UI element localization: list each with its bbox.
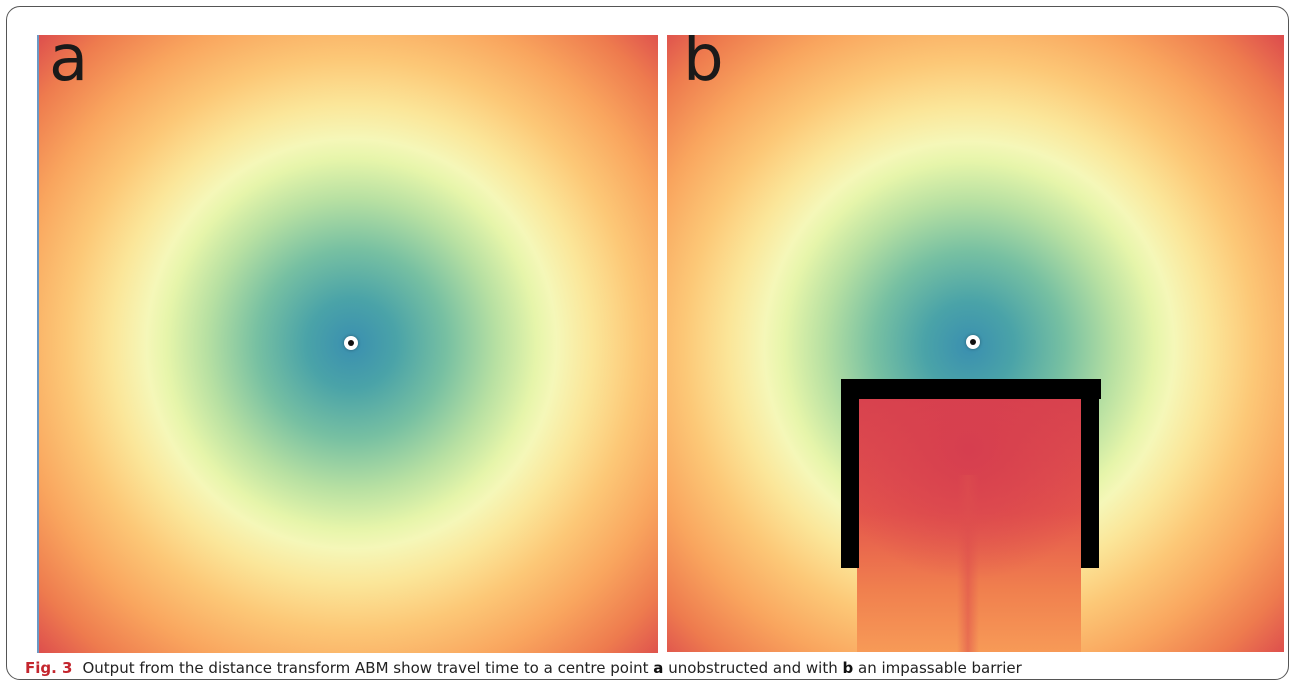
- figure-label: Fig. 3: [25, 659, 73, 677]
- panel-b-label: b: [683, 35, 724, 96]
- panel-b-distance-map: b: [667, 35, 1284, 652]
- caption-text-3: an impassable barrier: [853, 659, 1022, 677]
- caption-text-1: Output from the distance transform ABM s…: [82, 659, 654, 677]
- caption-bold-a: a: [653, 659, 664, 677]
- barrier-top-wall: [841, 379, 1101, 399]
- centre-point-marker: [966, 335, 980, 349]
- caption-bold-b: b: [842, 659, 854, 677]
- figure-caption: Fig. 3 Output from the distance transform…: [25, 658, 1285, 678]
- barrier-interior-shading: [957, 475, 979, 652]
- caption-text-2: unobstructed and with: [663, 659, 843, 677]
- centre-point-marker: [344, 336, 358, 350]
- figure-frame: a b Fig. 3 Output from the distance trans…: [6, 6, 1289, 680]
- barrier-left-wall: [841, 379, 859, 568]
- barrier-right-wall: [1081, 379, 1099, 568]
- panel-a-label: a: [49, 35, 89, 96]
- panel-a-distance-map: a: [37, 35, 658, 653]
